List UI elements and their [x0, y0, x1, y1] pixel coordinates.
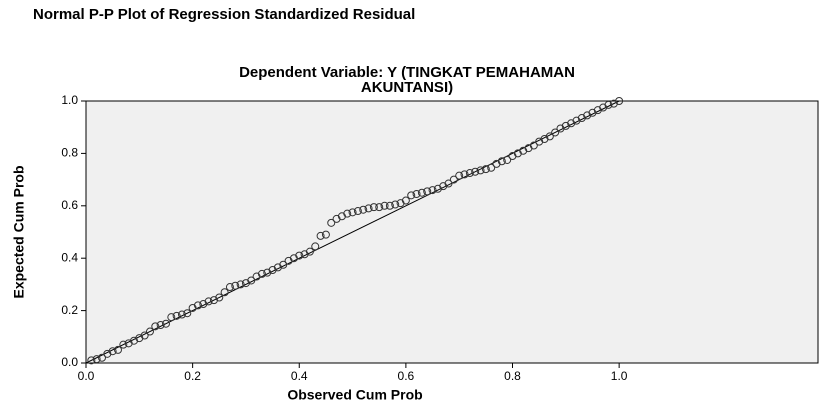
point — [327, 218, 336, 227]
point — [423, 187, 432, 196]
point — [449, 175, 458, 184]
point — [295, 251, 304, 260]
point — [151, 322, 160, 331]
point — [343, 209, 352, 218]
x-tick-label: 0.2 — [184, 369, 201, 383]
y-tick-label: 0.8 — [61, 146, 78, 160]
y-axis-label: Expected Cum Prob — [11, 165, 27, 298]
point — [247, 276, 256, 285]
point — [455, 171, 464, 180]
point — [353, 207, 362, 216]
point — [225, 283, 234, 292]
point — [551, 128, 560, 137]
point — [215, 293, 224, 302]
point — [161, 319, 170, 328]
x-tick-label: 0.8 — [504, 369, 521, 383]
point — [444, 179, 453, 188]
point — [380, 201, 389, 210]
point — [481, 165, 490, 174]
point — [487, 163, 496, 172]
point — [529, 141, 538, 150]
point — [503, 155, 512, 164]
point — [172, 311, 181, 320]
point — [140, 331, 149, 340]
point — [236, 280, 245, 289]
point — [385, 201, 394, 210]
point — [220, 288, 229, 297]
point — [321, 230, 330, 239]
point — [471, 167, 480, 176]
point — [97, 353, 106, 362]
x-axis-label: Observed Cum Prob — [287, 387, 422, 403]
point — [497, 157, 506, 166]
point — [231, 281, 240, 290]
point — [177, 310, 186, 319]
point — [305, 247, 314, 256]
point — [348, 208, 357, 217]
y-tick-label: 1.0 — [61, 93, 78, 107]
plot-area — [85, 100, 819, 364]
x-tick-label: 0.4 — [291, 369, 308, 383]
x-tick-label: 1.0 — [611, 369, 628, 383]
point — [92, 355, 101, 364]
chart-subtitle: Dependent Variable: Y (TINGKAT PEMAHAMAN — [239, 64, 575, 81]
x-tick-label: 0.6 — [398, 369, 415, 383]
y-tick-label: 0.2 — [61, 303, 78, 317]
point — [193, 301, 202, 310]
point — [401, 196, 410, 205]
y-tick-label: 0.6 — [61, 198, 78, 212]
point — [375, 203, 384, 212]
point — [183, 309, 192, 318]
point — [87, 356, 96, 365]
point — [113, 345, 122, 354]
point — [108, 347, 117, 356]
point — [279, 260, 288, 269]
point — [615, 97, 624, 105]
point — [204, 297, 213, 306]
point — [428, 186, 437, 195]
point — [316, 231, 325, 240]
point — [145, 327, 154, 336]
point — [311, 242, 320, 251]
point — [412, 190, 421, 199]
point — [476, 166, 485, 175]
chart-title: Normal P-P Plot of Regression Standardiz… — [33, 6, 415, 23]
point — [604, 100, 613, 109]
point — [364, 204, 373, 213]
y-tick-label: 0.0 — [61, 355, 78, 369]
point — [460, 170, 469, 179]
x-tick-label: 0.0 — [78, 369, 95, 383]
point — [156, 321, 165, 330]
point — [391, 200, 400, 209]
point — [359, 205, 368, 214]
point — [369, 203, 378, 212]
point — [417, 188, 426, 197]
y-tick-label: 0.4 — [61, 250, 78, 264]
point — [407, 191, 416, 200]
point — [465, 169, 474, 178]
point — [119, 340, 128, 349]
point — [167, 313, 176, 322]
point — [545, 132, 554, 141]
chart-subtitle: AKUNTANSI) — [361, 79, 453, 96]
point — [257, 269, 266, 278]
